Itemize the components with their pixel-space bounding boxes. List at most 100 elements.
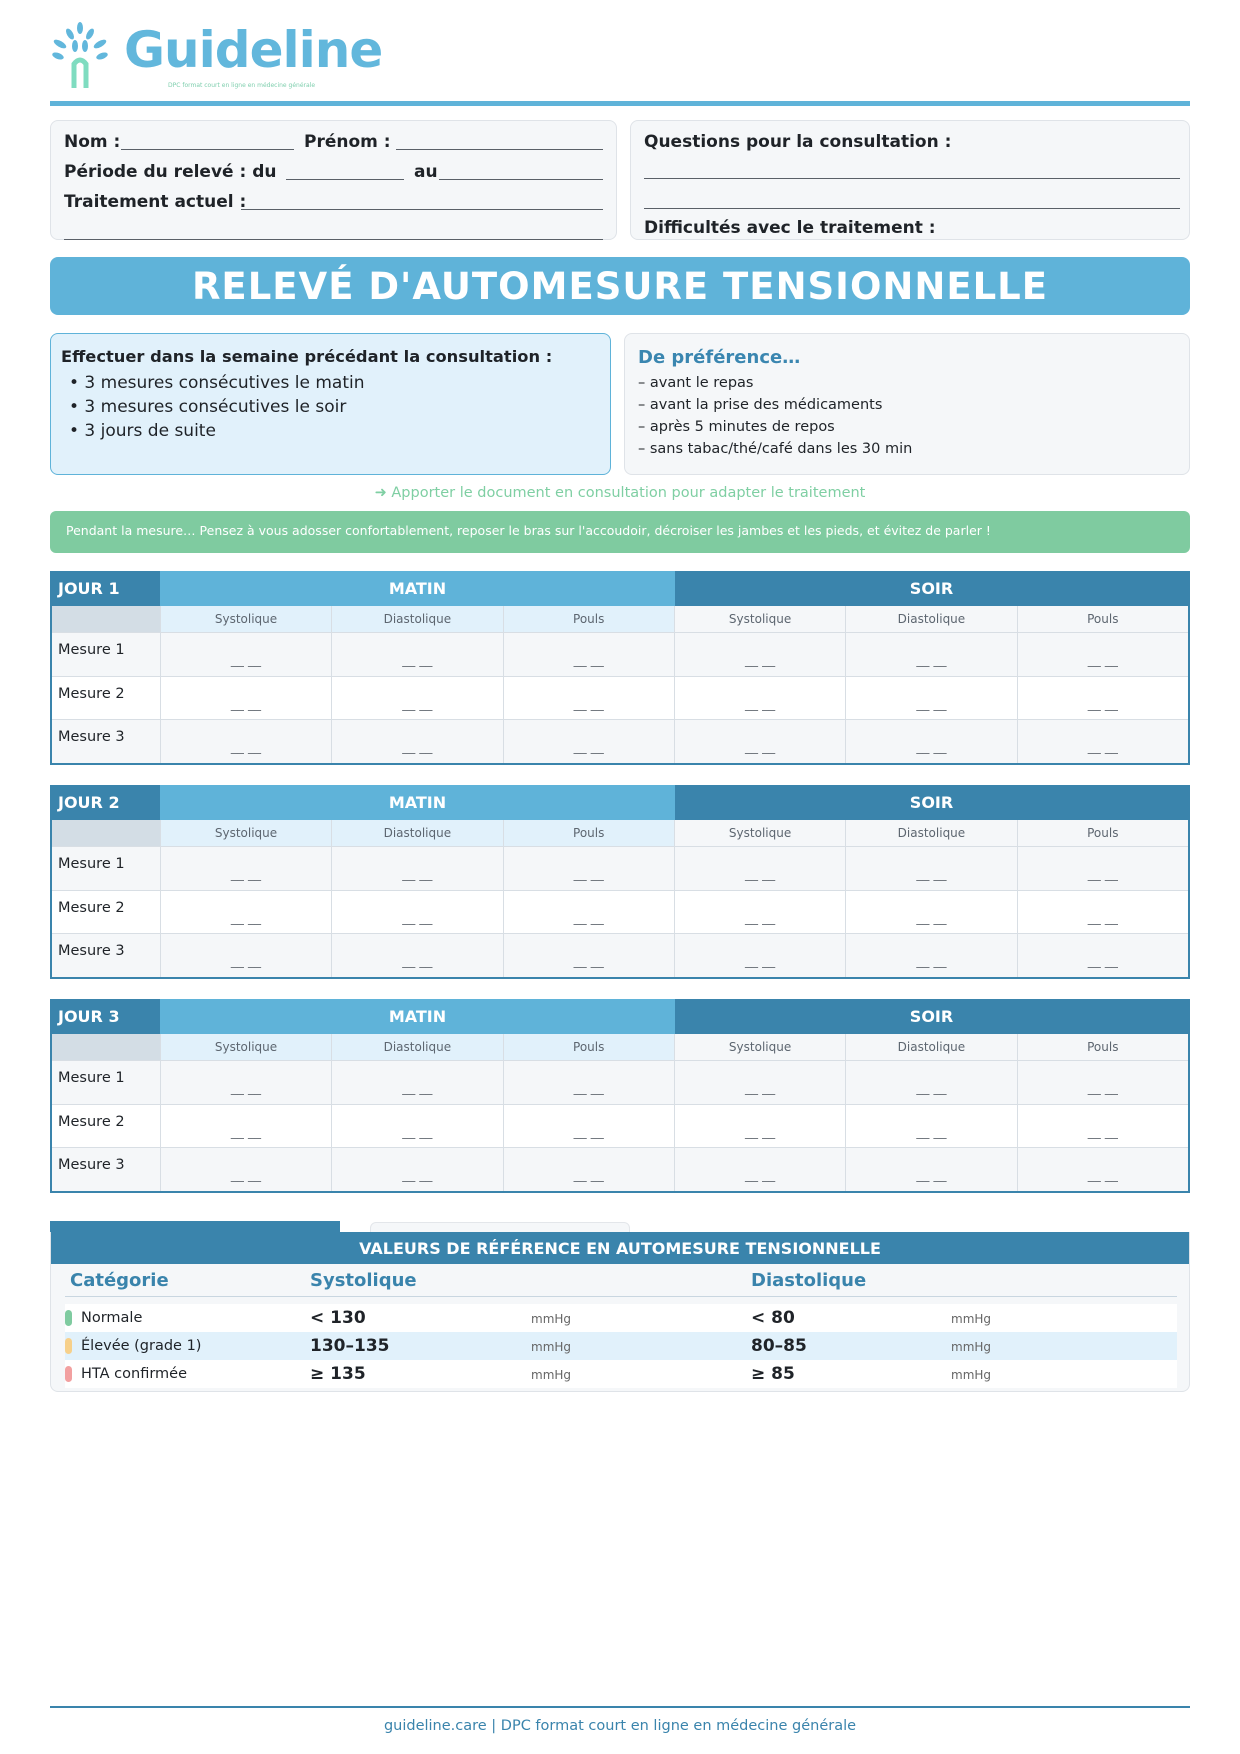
measurement-input-cell[interactable]: __ __ bbox=[331, 1104, 502, 1147]
measurement-input-cell[interactable]: __ __ bbox=[502, 847, 674, 890]
soir-header: SOIR bbox=[675, 571, 1188, 606]
column-header-matin: Systolique bbox=[159, 820, 332, 846]
header-divider bbox=[50, 101, 1190, 106]
measurement-input-cell[interactable]: __ __ bbox=[673, 633, 845, 676]
measurement-input-cell[interactable]: __ __ bbox=[331, 1061, 502, 1104]
measurement-input-cell[interactable]: __ __ bbox=[845, 847, 1016, 890]
questions-field-line2[interactable] bbox=[644, 208, 1180, 209]
category-color-marker bbox=[65, 1366, 72, 1382]
category-label: Normale bbox=[81, 1310, 143, 1326]
measurement-input-cell[interactable]: __ __ bbox=[1016, 676, 1188, 719]
measurement-input-cell[interactable]: __ __ bbox=[331, 934, 502, 977]
matin-header: MATIN bbox=[160, 999, 675, 1034]
measurement-input-cell[interactable]: __ __ bbox=[159, 1104, 331, 1147]
column-header-soir: Diastolique bbox=[845, 820, 1017, 846]
measurement-input-cell[interactable]: __ __ bbox=[1016, 1104, 1188, 1147]
measurement-input-cell[interactable]: __ __ bbox=[159, 633, 331, 676]
measurement-input-cell[interactable]: __ __ bbox=[502, 1104, 674, 1147]
table-row: Mesure 2 __ __ __ __ __ __ __ __ __ __ __ __ bbox=[52, 889, 1188, 933]
unit-label: mmHg bbox=[951, 1312, 992, 1326]
systolic-value: 130–135 bbox=[310, 1336, 390, 1356]
measurement-input-cell[interactable]: __ __ bbox=[159, 1148, 331, 1191]
measurement-input-cell[interactable]: __ __ bbox=[331, 1148, 502, 1191]
measurement-input-cell[interactable]: __ __ bbox=[159, 1061, 331, 1104]
tree-icon bbox=[52, 22, 108, 88]
measurement-input-cell[interactable]: __ __ bbox=[1016, 890, 1188, 933]
matin-header: MATIN bbox=[160, 785, 675, 820]
periode-debut-field[interactable] bbox=[286, 179, 404, 180]
measurement-input-cell[interactable]: __ __ bbox=[502, 1148, 674, 1191]
corner-cell bbox=[52, 1034, 160, 1060]
measurement-input-cell[interactable]: __ __ bbox=[673, 676, 845, 719]
periode-fin-field[interactable] bbox=[439, 179, 603, 180]
unit-label: mmHg bbox=[531, 1368, 572, 1382]
measurement-input-cell[interactable]: __ __ bbox=[673, 1061, 845, 1104]
measurement-input-cell[interactable]: __ __ bbox=[502, 676, 674, 719]
table-body: Mesure 1 __ __ __ __ __ __ __ __ __ __ __ __ Me… bbox=[52, 632, 1188, 763]
category-label: Élevée (grade 1) bbox=[81, 1338, 202, 1354]
row-label: Mesure 2 bbox=[58, 899, 125, 916]
measurement-input-cell[interactable]: __ __ bbox=[502, 633, 674, 676]
guideline-logo: Guideline DPC format court en ligne en m… bbox=[50, 22, 383, 94]
instructions-box: Effectuer dans la semaine précédant la c… bbox=[50, 333, 611, 475]
measurement-input-cell[interactable]: __ __ bbox=[159, 890, 331, 933]
measurement-input-cell[interactable]: __ __ bbox=[1016, 1061, 1188, 1104]
measurement-input-cell[interactable]: __ __ bbox=[845, 1148, 1016, 1191]
measurement-input-cell[interactable]: __ __ bbox=[159, 720, 331, 763]
measurement-input-cell[interactable]: __ __ bbox=[331, 633, 502, 676]
measurement-input-cell[interactable]: __ __ bbox=[331, 890, 502, 933]
prenom-field[interactable] bbox=[396, 149, 603, 150]
column-header-matin: Diastolique bbox=[331, 606, 503, 632]
measurement-input-cell[interactable]: __ __ bbox=[159, 676, 331, 719]
measurement-input-cell[interactable]: __ __ bbox=[673, 890, 845, 933]
measurement-input-cell[interactable]: __ __ bbox=[845, 633, 1016, 676]
questions-field-line1[interactable] bbox=[644, 178, 1180, 179]
page-title: RELEVÉ D'AUTOMESURE TENSIONNELLE bbox=[50, 257, 1190, 315]
measurement-input-cell[interactable]: __ __ bbox=[673, 1104, 845, 1147]
footer-text: guideline.care | DPC format court en lig… bbox=[383, 1718, 857, 1734]
day-label: JOUR 2 bbox=[52, 785, 160, 820]
traitement-field[interactable] bbox=[241, 209, 603, 210]
measurement-input-cell[interactable]: __ __ bbox=[673, 720, 845, 763]
measurement-input-cell[interactable]: __ __ bbox=[159, 934, 331, 977]
column-header-soir: Pouls bbox=[1016, 820, 1188, 846]
nom-field[interactable] bbox=[121, 149, 294, 150]
measurement-input-cell[interactable]: __ __ bbox=[502, 720, 674, 763]
measurement-input-cell[interactable]: __ __ bbox=[1016, 847, 1188, 890]
measurement-input-cell[interactable]: __ __ bbox=[845, 890, 1016, 933]
column-header-matin: Systolique bbox=[159, 1034, 332, 1060]
column-header-soir: Pouls bbox=[1016, 1034, 1188, 1060]
measurement-input-cell[interactable]: __ __ bbox=[673, 847, 845, 890]
row-label: Mesure 2 bbox=[58, 685, 125, 702]
measurement-input-cell[interactable]: __ __ bbox=[1016, 720, 1188, 763]
measurement-input-cell[interactable]: __ __ bbox=[331, 676, 502, 719]
traitement-field-line2[interactable] bbox=[64, 239, 603, 240]
measurement-input-cell[interactable]: __ __ bbox=[845, 1104, 1016, 1147]
measurement-input-cell[interactable]: __ __ bbox=[845, 934, 1016, 977]
measurement-input-cell[interactable]: __ __ bbox=[1016, 1148, 1188, 1191]
measurement-input-cell[interactable]: __ __ bbox=[331, 720, 502, 763]
measurement-input-cell[interactable]: __ __ bbox=[845, 720, 1016, 763]
measurement-input-cell[interactable]: __ __ bbox=[845, 676, 1016, 719]
measurement-input-cell[interactable]: __ __ bbox=[845, 1061, 1016, 1104]
measurement-input-cell[interactable]: __ __ bbox=[673, 1148, 845, 1191]
day-table-1: JOUR 1 MATIN SOIR Systolique Diastolique Poul… bbox=[50, 571, 1190, 765]
day-header: JOUR 3 MATIN SOIR bbox=[52, 999, 1188, 1034]
reference-title: VALEURS DE RÉFÉRENCE EN AUTOMESURE TENSI… bbox=[51, 1232, 1189, 1264]
row-label: Mesure 2 bbox=[58, 1113, 125, 1130]
measurement-input-cell[interactable]: __ __ bbox=[1016, 934, 1188, 977]
column-header-soir: Pouls bbox=[1016, 606, 1188, 632]
measurement-input-cell[interactable]: __ __ bbox=[673, 934, 845, 977]
measurement-input-cell[interactable]: __ __ bbox=[502, 934, 674, 977]
day-label: JOUR 3 bbox=[52, 999, 160, 1034]
measurement-input-cell[interactable]: __ __ bbox=[159, 847, 331, 890]
table-row: Mesure 3 __ __ __ __ __ __ __ __ __ __ __ __ bbox=[52, 719, 1188, 763]
table-row: Mesure 3 __ __ __ __ __ __ __ __ __ __ __ __ bbox=[52, 933, 1188, 977]
measurement-input-cell[interactable]: __ __ bbox=[502, 890, 674, 933]
diastolic-value: < 80 bbox=[751, 1308, 795, 1328]
measurement-input-cell[interactable]: __ __ bbox=[502, 1061, 674, 1104]
measurement-input-cell[interactable]: __ __ bbox=[1016, 633, 1188, 676]
measurement-input-cell[interactable]: __ __ bbox=[331, 847, 502, 890]
corner-cell bbox=[52, 820, 160, 846]
column-header-soir: Systolique bbox=[673, 606, 846, 632]
